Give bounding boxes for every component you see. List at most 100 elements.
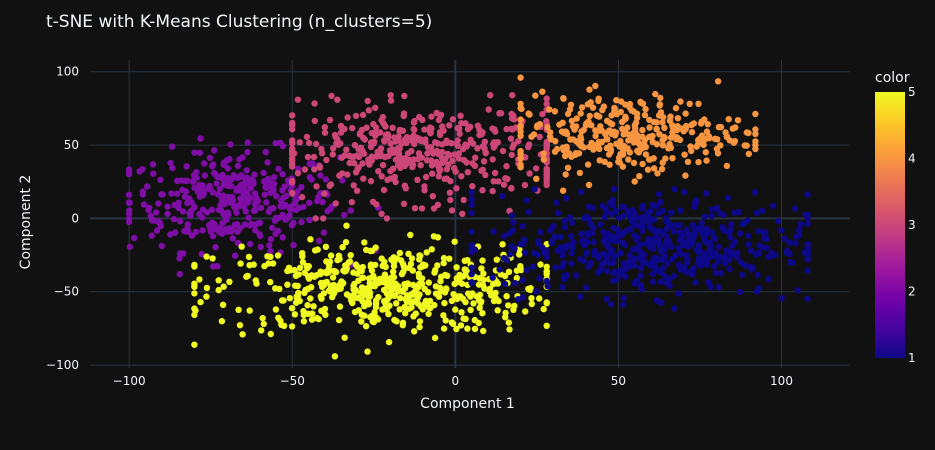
scatter-point [469, 160, 476, 167]
scatter-point [210, 161, 217, 168]
scatter-point [155, 218, 162, 225]
scatter-point [387, 97, 395, 104]
scatter-point [388, 256, 395, 263]
scatter-point [543, 268, 550, 275]
scatter-point [372, 129, 379, 136]
scatter-point [736, 230, 744, 237]
scatter-point [560, 274, 568, 281]
scatter-point [620, 131, 627, 138]
scatter-point [290, 219, 297, 226]
scatter-point [722, 260, 729, 267]
scatter-point [712, 235, 719, 242]
scatter-point [572, 151, 579, 159]
scatter-point [610, 185, 618, 193]
scatter-point [577, 255, 584, 263]
scatter-point [468, 209, 475, 217]
scatter-point [649, 225, 656, 233]
scatter-point [167, 159, 174, 167]
scatter-point [391, 316, 398, 324]
scatter-point [714, 78, 722, 85]
scatter-point [147, 212, 154, 220]
scatter-point [372, 244, 379, 251]
scatter-point [218, 318, 226, 325]
scatter-point [341, 152, 348, 159]
scatter-point [125, 168, 133, 176]
scatter-point [560, 95, 567, 102]
scatter-point [708, 206, 716, 213]
scatter-point [125, 215, 133, 222]
scatter-point [642, 105, 649, 113]
scatter-point [559, 263, 566, 271]
scatter-point [552, 199, 560, 206]
scatter-point [244, 272, 251, 280]
scatter-point [375, 168, 382, 175]
scatter-point [511, 245, 518, 252]
scatter-point [229, 235, 236, 242]
scatter-point [215, 277, 222, 284]
scatter-point [235, 306, 242, 313]
scatter-point [474, 145, 481, 152]
scatter-point [312, 140, 320, 148]
scatter-point [702, 149, 709, 156]
scatter-point [559, 187, 567, 194]
scatter-point [528, 300, 535, 308]
scatter-point [245, 214, 252, 221]
scatter-point [354, 294, 362, 302]
scatter-point [336, 281, 343, 288]
scatter-point [211, 147, 218, 154]
scatter-point [517, 116, 524, 123]
scatter-point [184, 199, 191, 207]
scatter-point [351, 160, 358, 167]
scatter-point [587, 259, 594, 267]
scatter-point [144, 183, 151, 190]
scatter-point [530, 249, 538, 256]
scatter-point [543, 241, 550, 248]
scatter-point [289, 148, 296, 155]
scatter-point [279, 234, 286, 241]
scatter-point [667, 134, 675, 141]
scatter-point [638, 256, 645, 263]
scatter-point [409, 163, 416, 171]
scatter-point [754, 271, 761, 279]
scatter-point [283, 192, 290, 200]
scatter-point [522, 308, 529, 315]
scatter-point [175, 204, 182, 212]
scatter-point [367, 139, 375, 146]
scatter-point [206, 182, 213, 190]
scatter-point [288, 323, 296, 330]
scatter-point [611, 132, 619, 139]
scatter-point [747, 247, 755, 254]
scatter-point [442, 317, 449, 324]
scatter-point [381, 271, 389, 278]
scatter-point [509, 144, 516, 151]
scatter-point [406, 157, 414, 164]
scatter-point [745, 150, 752, 158]
scatter-point [655, 210, 662, 217]
scatter-point [424, 144, 432, 151]
scatter-point [458, 280, 466, 287]
scatter-point [300, 318, 308, 325]
scatter-point [479, 166, 486, 173]
scatter-point [334, 96, 341, 103]
x-axis-title-text: Component 1 [420, 396, 515, 412]
scatter-point [573, 115, 580, 122]
scatter-point [321, 190, 328, 197]
cluster-5-points [191, 222, 550, 360]
scatter-point [552, 138, 559, 145]
scatter-point [476, 275, 483, 282]
scatter-point [311, 273, 318, 280]
scatter-point [722, 253, 729, 260]
scatter-point [471, 325, 479, 333]
scatter-point [708, 253, 715, 260]
scatter-point [362, 323, 370, 330]
scatter-point [720, 211, 727, 219]
scatter-point [262, 149, 269, 156]
scatter-point [723, 247, 730, 254]
scatter-point [460, 273, 467, 280]
scatter-point [419, 116, 426, 124]
scatter-point [320, 229, 327, 236]
scatter-point [635, 243, 642, 250]
scatter-point [310, 303, 317, 310]
scatter-point [760, 229, 767, 236]
scatter-point [408, 255, 416, 262]
